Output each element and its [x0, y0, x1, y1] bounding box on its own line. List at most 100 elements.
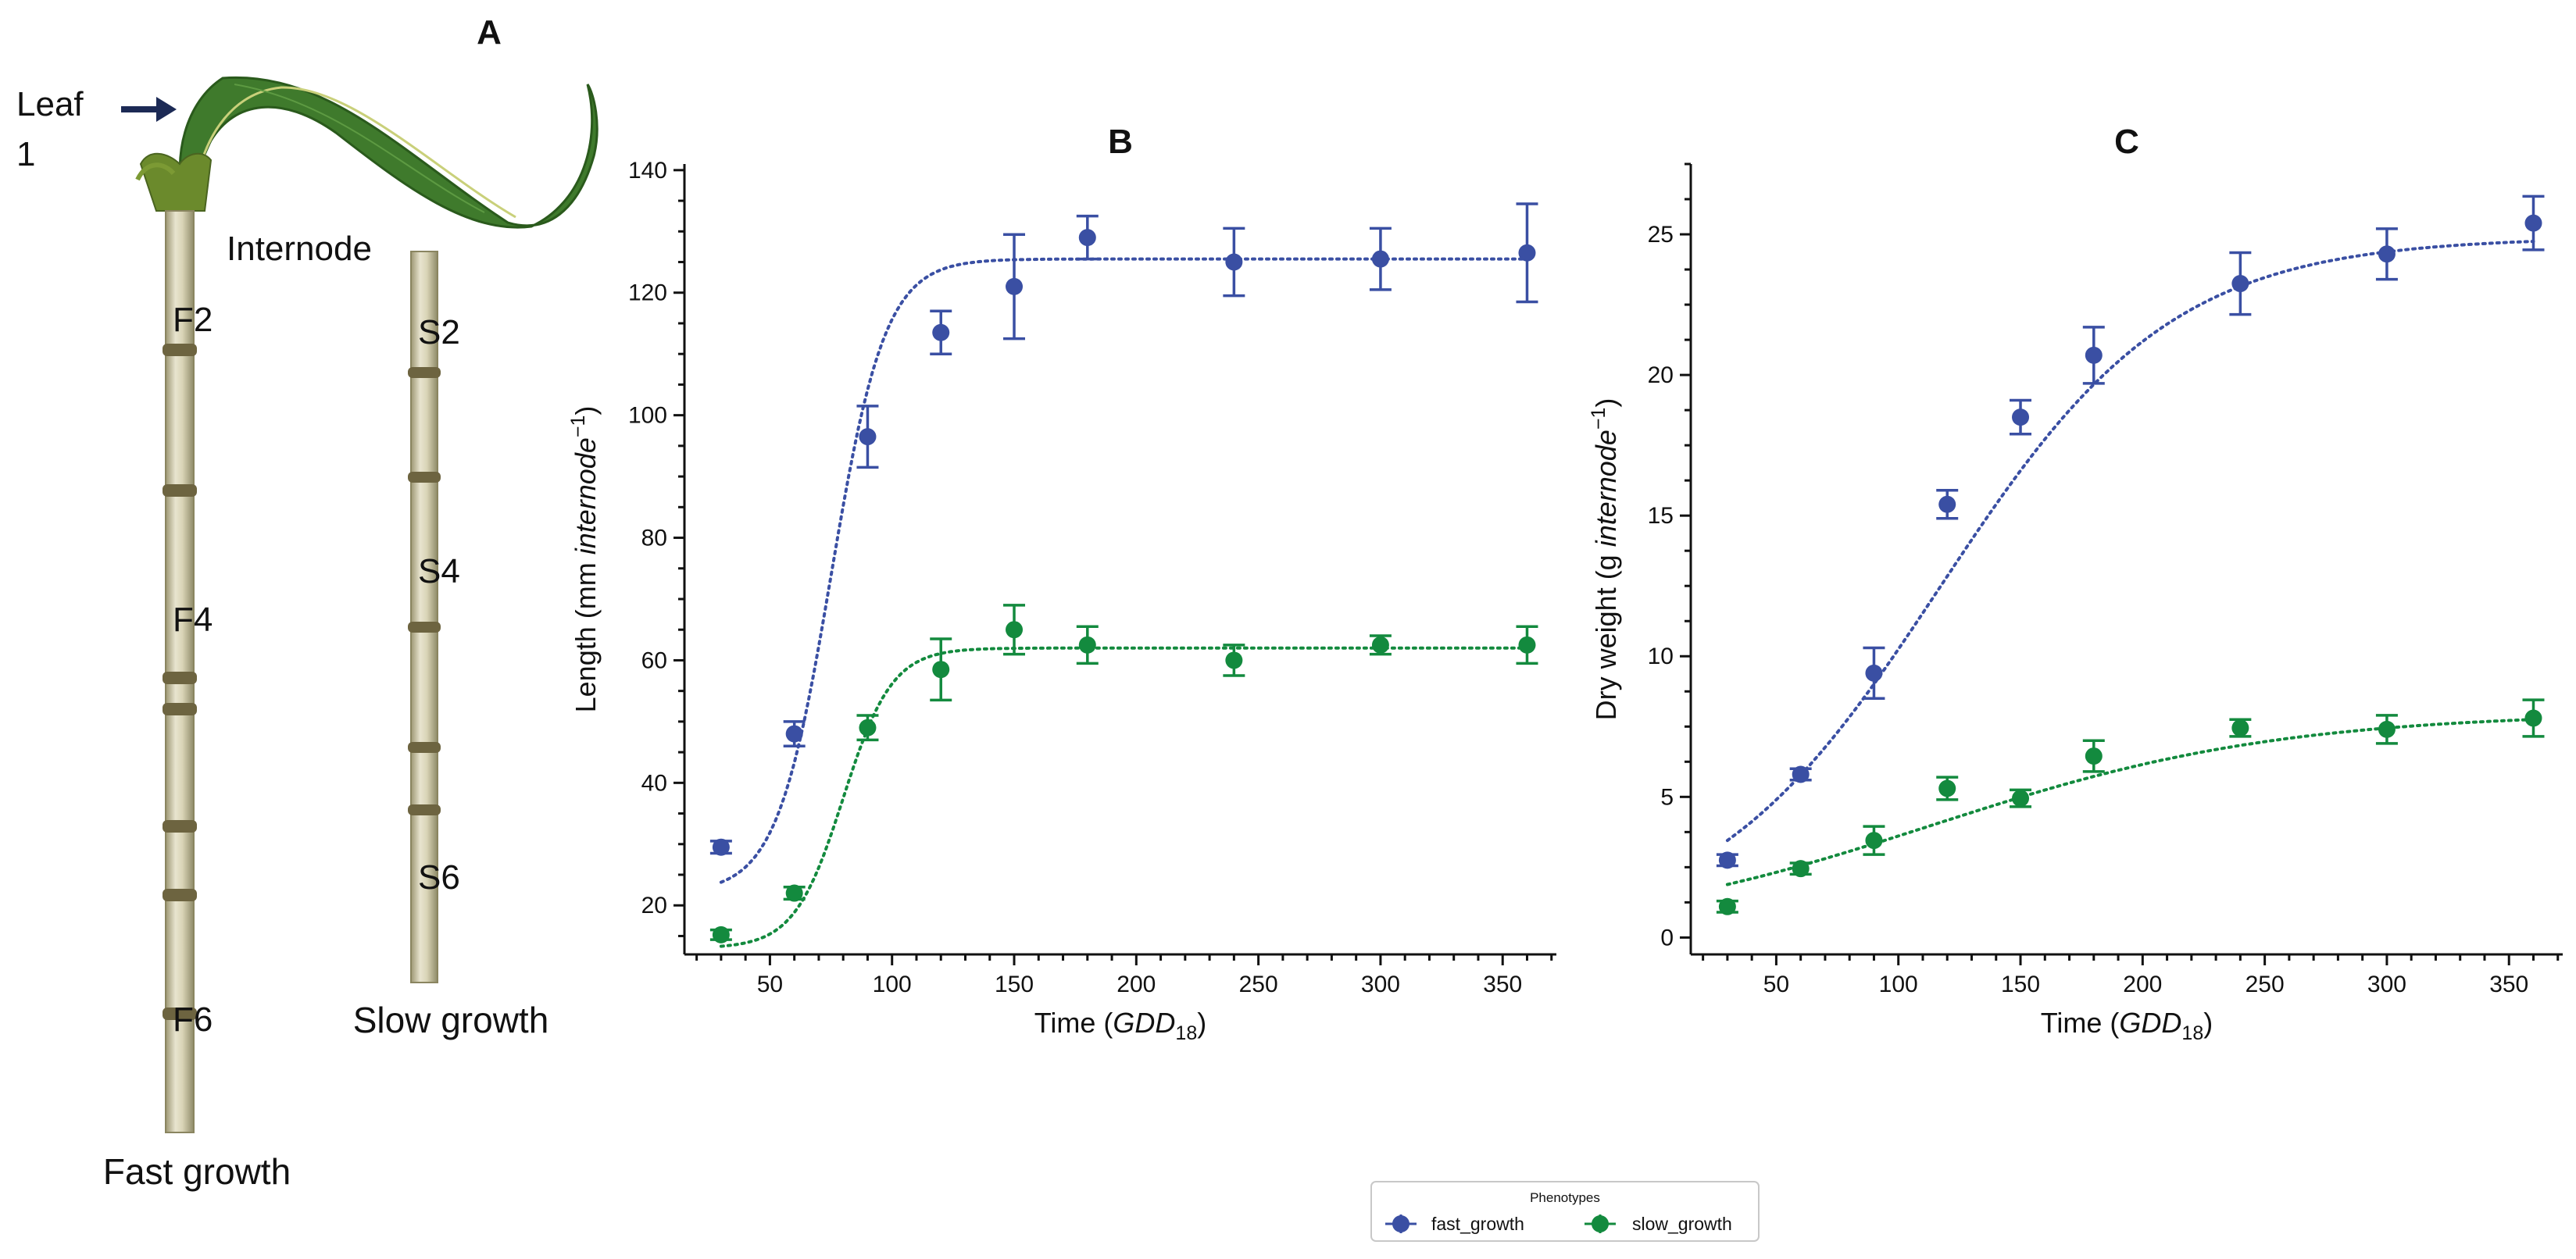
chart-b-fast-growth-point — [1006, 277, 1024, 295]
panel-a-letter: A — [477, 13, 502, 52]
internode-label: Internode — [227, 230, 372, 268]
chart-b-fast-growth-point — [932, 323, 950, 341]
chart-b-y-tick-label: 120 — [628, 280, 667, 306]
chart-b-x-tick-label: 250 — [1239, 972, 1278, 997]
chart-b-x-tick-label: 300 — [1361, 972, 1400, 997]
leaf-label-line2: 1 — [16, 135, 35, 173]
fast-growth-caption: Fast growth — [103, 1151, 291, 1192]
chart-b-y-tick-label: 60 — [641, 647, 667, 673]
chart-b-x-tick-label: 150 — [995, 972, 1034, 997]
chart-c-x-tick-label: 300 — [2367, 972, 2406, 997]
chart-c-slow-growth-point — [2524, 709, 2542, 727]
chart-c-slow-growth-point — [2231, 719, 2249, 737]
fast-label-f2: F2 — [173, 301, 213, 339]
panel-a: A Leaf 1 Internode — [16, 13, 598, 1192]
leaf-label-line1: Leaf — [16, 85, 84, 123]
chart-b-x-tick-label: 50 — [757, 972, 783, 997]
chart-b-y-tick-label: 20 — [641, 893, 667, 918]
slow-label-s2: S2 — [418, 313, 460, 351]
chart-b-x-label: Time (GDD18) — [1034, 1007, 1206, 1044]
chart-c-y-tick-label: 10 — [1648, 644, 1674, 669]
fast-label-f4: F4 — [173, 601, 213, 639]
chart-c-y-label: Dry weight (g internode−1) — [1588, 398, 1622, 721]
chart-b-fast-growth-fit-line — [719, 257, 1529, 884]
chart-b-slow-growth-point — [1225, 651, 1243, 669]
fast-growth-stem — [163, 210, 197, 1133]
chart-c-slow-growth-point — [1792, 860, 1810, 878]
chart-c-slow-growth-point — [2378, 720, 2396, 738]
chart-b-y-tick-label: 100 — [628, 403, 667, 429]
chart-b-fast-growth-point — [1078, 229, 1096, 247]
chart-c-fast-growth-point — [1865, 664, 1883, 682]
chart-b-slow-growth-fit-line — [719, 646, 1529, 948]
chart-b-x-tick-label: 200 — [1117, 972, 1156, 997]
chart-c-fast-growth-point — [1792, 765, 1810, 783]
chart-b-title: B — [1108, 123, 1133, 161]
chart-b-fast-growth-point — [785, 725, 803, 743]
chart-b-fast-growth-point — [1518, 244, 1536, 262]
chart-c-fast-growth-point — [1718, 851, 1736, 869]
chart-c-slow-growth-point — [1938, 779, 1956, 797]
slow-label-s6: S6 — [418, 858, 460, 897]
chart-c-y-tick-label: 20 — [1648, 362, 1674, 388]
chart-c-slow-growth-point — [2085, 747, 2103, 765]
chart-c-y-tick-label: 5 — [1660, 784, 1674, 810]
chart-c-fast-growth-point — [2378, 245, 2396, 263]
chart-b-slow-growth-point — [1006, 621, 1024, 639]
chart-b-slow-growth-point — [712, 926, 730, 943]
chart-b-y-tick-label: 80 — [641, 526, 667, 551]
leaf-label: Leaf 1 — [16, 85, 93, 173]
chart-c-x-tick-label: 150 — [2001, 972, 2040, 997]
legend-marker-fast — [1385, 1214, 1417, 1233]
slow-label-s4: S4 — [418, 552, 460, 590]
chart-b-slow-growth-point — [932, 661, 950, 679]
chart-b-slow-growth-point — [859, 719, 877, 736]
chart-b-fast-growth-point — [712, 838, 730, 856]
chart-b-fast-growth-point — [1371, 250, 1389, 268]
fast-label-f6: F6 — [173, 1000, 213, 1039]
chart-c-x-tick-label: 250 — [2246, 972, 2285, 997]
chart-b-y-tick-label: 40 — [641, 770, 667, 796]
chart-c-slow-growth-point — [1718, 897, 1736, 915]
chart-b-slow-growth-point — [1371, 636, 1389, 654]
leaf-arrow-icon — [121, 97, 177, 122]
chart-c-y-tick-label: 25 — [1648, 222, 1674, 248]
chart-c-x-tick-label: 200 — [2123, 972, 2162, 997]
chart-c-fast-growth-point — [2231, 275, 2249, 293]
chart-c-title: C — [2114, 123, 2139, 161]
legend-label-fast: fast_growth — [1431, 1214, 1524, 1234]
legend: Phenotypes fast_growth slow_growth — [1370, 1181, 1760, 1242]
chart-b-y-tick-label: 140 — [628, 158, 667, 184]
chart-c-fast-growth-point — [2524, 214, 2542, 232]
chart-b-slow-growth-point — [1078, 636, 1096, 654]
chart-c-slow-growth-fit-line — [1725, 718, 2535, 886]
chart-c-y-tick-label: 0 — [1660, 925, 1674, 950]
chart-c-fast-growth-point — [2085, 346, 2103, 364]
chart-c-slow-growth-point — [1865, 832, 1883, 850]
chart-c: C 50 100 150 200 250 300 350 0 5 10 15 20 25 Time (GDD… — [1588, 123, 2563, 1044]
chart-c-fast-growth-fit-line — [1725, 240, 2535, 843]
chart-b-fast-growth-point — [1225, 253, 1243, 271]
slow-growth-caption: Slow growth — [353, 1000, 549, 1040]
slow-growth-stem — [408, 251, 441, 983]
chart-b-slow-growth-point — [1518, 636, 1536, 654]
legend-frame — [1370, 1181, 1760, 1242]
chart-c-x-tick-label: 350 — [2489, 972, 2528, 997]
chart-c-x-tick-label: 100 — [1879, 972, 1918, 997]
leaf-illustration — [135, 76, 598, 229]
chart-b-x-tick-label: 100 — [873, 972, 912, 997]
chart-b: B 50 100 150 200 250 300 350 20 40 60 80 100 120 140 Ti… — [567, 123, 1556, 1044]
chart-b-slow-growth-point — [785, 884, 803, 902]
chart-c-fast-growth-point — [1938, 495, 1956, 513]
chart-c-x-label: Time (GDD18) — [2041, 1007, 2213, 1044]
chart-b-x-tick-label: 350 — [1483, 972, 1522, 997]
legend-title: Phenotypes — [1530, 1190, 1600, 1205]
chart-c-fast-growth-point — [2012, 408, 2030, 426]
legend-label-slow: slow_growth — [1632, 1214, 1732, 1234]
chart-c-slow-growth-point — [2012, 790, 2030, 808]
chart-b-y-label: Length (mm internode−1) — [567, 406, 602, 713]
chart-c-y-tick-label: 15 — [1648, 503, 1674, 529]
chart-c-x-tick-label: 50 — [1763, 972, 1789, 997]
chart-b-fast-growth-point — [859, 428, 877, 446]
